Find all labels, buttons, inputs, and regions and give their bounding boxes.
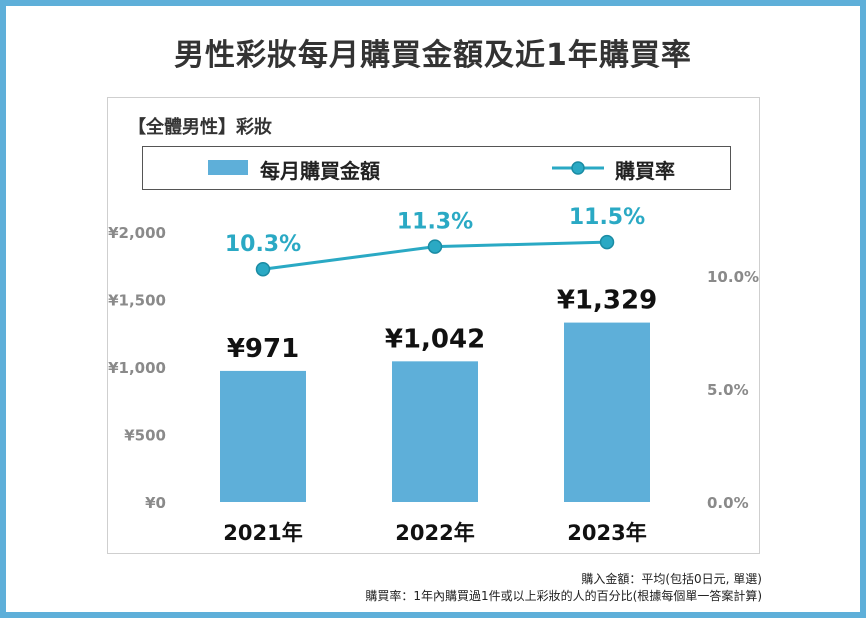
y-left-tick-label: ¥1,000 <box>108 359 166 377</box>
y-right-tick-label: 5.0% <box>707 381 749 399</box>
chart-subtitle: 【全體男性】彩妝 <box>128 117 272 138</box>
chart-legend: 每月購買金額 購買率 <box>142 146 731 190</box>
bar-2021 <box>220 370 306 502</box>
x-category-label: 2023年 <box>567 521 646 545</box>
footnote-rate: 購買率：1年內購買過1件或以上彩妝的人的百分比(根據每個單一答案計算) <box>365 589 762 603</box>
legend-line-dot <box>571 161 585 175</box>
rate-value-label: 11.5% <box>569 205 645 230</box>
y-left-tick-label: ¥0 <box>145 494 166 512</box>
bar-value-label: ¥971 <box>227 334 299 364</box>
legend-amount-label: 每月購買金額 <box>260 159 380 183</box>
legend-rate-label: 購買率 <box>615 159 675 183</box>
legend-line-marker <box>552 161 604 175</box>
x-category-label: 2021年 <box>223 521 302 545</box>
bar-value-label: ¥1,329 <box>557 286 657 316</box>
y-left-tick-label: ¥2,000 <box>108 224 166 242</box>
rate-point <box>599 234 615 250</box>
bar-2022 <box>392 361 478 502</box>
bar-2023 <box>564 322 650 502</box>
rate-value-label: 10.3% <box>225 232 301 257</box>
bar-value-label: ¥1,042 <box>385 324 485 354</box>
legend-bar-swatch <box>208 160 248 175</box>
y-left-tick-label: ¥500 <box>124 427 166 445</box>
footnote-amount: 購入金額：平均(包括0日元, 單選) <box>581 572 762 586</box>
rate-point <box>255 261 271 277</box>
y-right-tick-label: 0.0% <box>707 494 749 512</box>
rate-point <box>427 239 443 254</box>
chart-title: 男性彩妝每月購買金額及近1年購買率 <box>174 38 692 73</box>
rate-value-label: 11.3% <box>397 210 473 235</box>
y-left-tick-label: ¥1,500 <box>108 292 166 310</box>
y-right-tick-label: 10.0% <box>707 268 759 286</box>
x-category-label: 2022年 <box>395 521 474 545</box>
